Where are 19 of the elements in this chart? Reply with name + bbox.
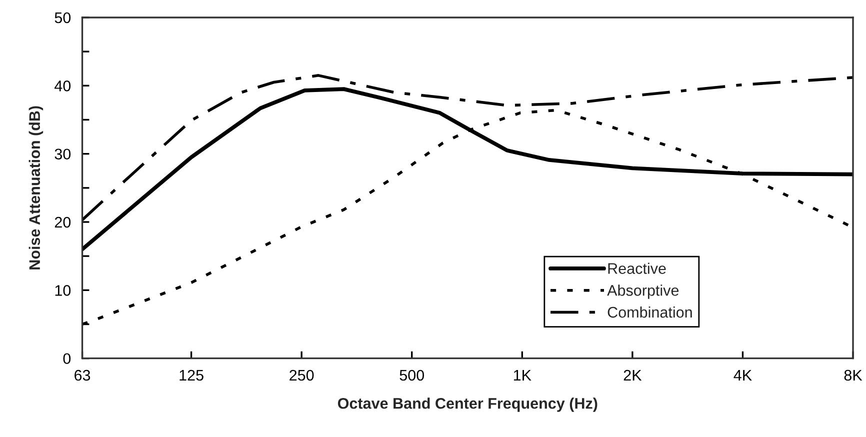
y-tick-label: 40 (54, 80, 71, 92)
x-tick-label: 125 (180, 370, 204, 381)
legend-label: Absorptive (607, 284, 679, 299)
legend-label: Reactive (608, 262, 666, 274)
y-tick-label: 20 (54, 216, 71, 228)
x-tick-label: 4K (734, 370, 752, 381)
legend-label: Combination (608, 306, 692, 318)
y-axis-title: Noise Attenuation (dB) (28, 106, 44, 270)
x-tick-label: 1K (514, 370, 532, 381)
x-tick-label: 8K (844, 370, 862, 381)
x-tick-label: 63 (74, 370, 90, 381)
x-axis-title: Octave Band Center Frequency (Hz) (338, 398, 598, 412)
y-tick-label: 10 (55, 285, 71, 296)
y-tick-label: 0 (63, 353, 71, 364)
x-tick-label: 2K (624, 370, 642, 381)
y-tick-label: 50 (54, 12, 71, 24)
x-tick-label: 500 (400, 370, 424, 381)
x-tick-label: 250 (290, 370, 314, 381)
y-tick-label: 30 (54, 148, 71, 160)
